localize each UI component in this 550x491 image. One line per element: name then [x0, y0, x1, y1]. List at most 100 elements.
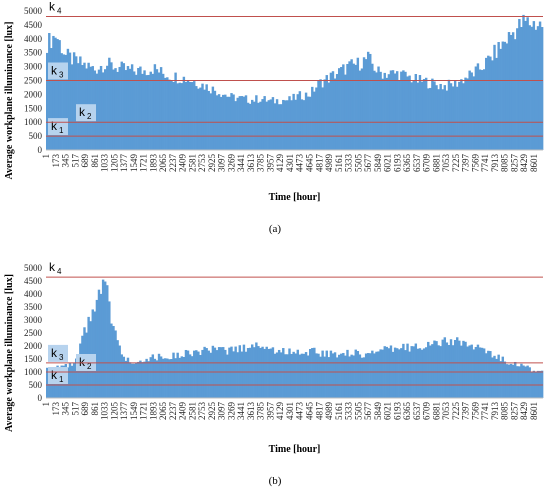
bar — [108, 301, 111, 398]
bar — [48, 33, 51, 150]
bar — [186, 80, 190, 150]
bar — [242, 96, 246, 150]
bar — [190, 82, 194, 150]
bar — [369, 353, 372, 398]
bar — [337, 354, 341, 398]
bar — [391, 70, 395, 150]
bar — [520, 27, 523, 151]
bar — [97, 69, 101, 150]
bar — [182, 76, 186, 150]
bar — [209, 352, 213, 398]
bar — [344, 355, 347, 398]
bar — [240, 96, 244, 150]
bar — [244, 351, 248, 398]
bar — [178, 357, 181, 398]
bar — [509, 363, 513, 398]
bar — [383, 72, 386, 150]
bar — [522, 14, 525, 150]
bar — [269, 348, 273, 398]
bar — [420, 349, 424, 398]
bar — [120, 354, 123, 398]
x-tick-label: 2753 — [197, 154, 207, 173]
bar — [277, 349, 281, 398]
x-tick-label: 8429 — [519, 154, 529, 173]
bar — [277, 104, 281, 150]
threshold-label-sub: 1 — [59, 375, 64, 384]
bar — [137, 361, 140, 398]
bar — [507, 32, 511, 150]
bar — [116, 340, 119, 398]
bar — [112, 326, 115, 398]
bar — [300, 353, 304, 398]
bar — [267, 348, 270, 398]
x-tick-label: 7569 — [470, 154, 480, 173]
bar — [176, 352, 179, 398]
bar — [308, 349, 312, 398]
x-tick-label: 689 — [80, 154, 90, 168]
x-tick-label: 1893 — [148, 402, 158, 421]
bar — [153, 358, 157, 398]
x-tick-label: 2065 — [158, 402, 168, 421]
bar — [70, 365, 74, 398]
bar — [50, 48, 53, 150]
x-tick-label: 4645 — [305, 402, 315, 421]
bar — [379, 71, 382, 150]
threshold-label-box — [48, 367, 68, 384]
x-tick-label: 2753 — [197, 402, 207, 421]
bar — [470, 72, 473, 150]
x-tick-label: 3097 — [217, 154, 227, 173]
bar — [197, 88, 200, 150]
bar — [300, 99, 304, 150]
bar — [286, 354, 289, 398]
bar — [460, 79, 463, 150]
bar — [190, 356, 194, 398]
bar — [536, 26, 540, 151]
y-tick-label: 4500 — [24, 276, 43, 286]
bar — [429, 87, 432, 150]
y-tick-label: 2000 — [24, 89, 43, 99]
x-tick-label: 7913 — [490, 402, 500, 421]
bar — [126, 357, 130, 398]
bar — [381, 349, 384, 398]
bar — [402, 70, 405, 150]
bar — [118, 66, 121, 150]
x-tick-label: 2581 — [187, 154, 197, 172]
bar — [424, 77, 428, 150]
x-tick-label: 5333 — [344, 402, 354, 421]
bar — [275, 99, 279, 150]
bar — [122, 356, 126, 398]
bar — [103, 69, 107, 150]
bar — [408, 351, 411, 398]
bar — [495, 57, 498, 151]
bar — [393, 347, 397, 398]
bar — [66, 48, 70, 150]
y-tick-label: 3500 — [24, 302, 43, 312]
x-tick-label: 1 — [41, 154, 51, 159]
x-tick-label: 1205 — [109, 154, 119, 173]
bar — [251, 344, 254, 398]
bar — [482, 348, 486, 398]
bar — [485, 353, 488, 398]
x-tick-label: 4817 — [314, 154, 324, 173]
x-tick-label: 5161 — [334, 154, 344, 172]
y-tick-label: 5000 — [24, 263, 43, 273]
bar — [464, 77, 467, 150]
bar — [151, 354, 155, 398]
bar — [538, 21, 542, 151]
y-tick-label: 5000 — [24, 6, 43, 16]
x-tick-label: 5161 — [334, 402, 344, 420]
bar — [195, 350, 198, 398]
x-tick-label: 345 — [61, 402, 71, 416]
bar — [128, 68, 132, 150]
bar — [313, 347, 316, 398]
bar — [174, 72, 177, 150]
bar — [95, 299, 99, 398]
bar — [139, 360, 142, 398]
x-tick-label: 3441 — [236, 402, 246, 420]
x-tick-label: 3613 — [246, 402, 256, 421]
bar — [124, 360, 128, 398]
bar — [122, 63, 126, 150]
bar — [416, 348, 420, 398]
bar — [288, 348, 291, 398]
bar — [453, 339, 457, 398]
